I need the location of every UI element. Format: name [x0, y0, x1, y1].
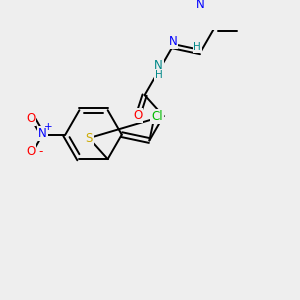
Text: N: N	[196, 0, 205, 11]
Text: Cl: Cl	[151, 110, 163, 123]
Text: O: O	[26, 145, 35, 158]
Text: N: N	[38, 127, 47, 140]
Text: -: -	[38, 145, 43, 158]
Text: O: O	[26, 112, 35, 125]
Text: N: N	[154, 59, 163, 72]
Text: +: +	[44, 122, 53, 132]
Text: H: H	[155, 70, 163, 80]
Text: H: H	[193, 42, 201, 52]
Text: O: O	[133, 109, 142, 122]
Text: N: N	[169, 35, 177, 48]
Text: S: S	[85, 132, 93, 145]
